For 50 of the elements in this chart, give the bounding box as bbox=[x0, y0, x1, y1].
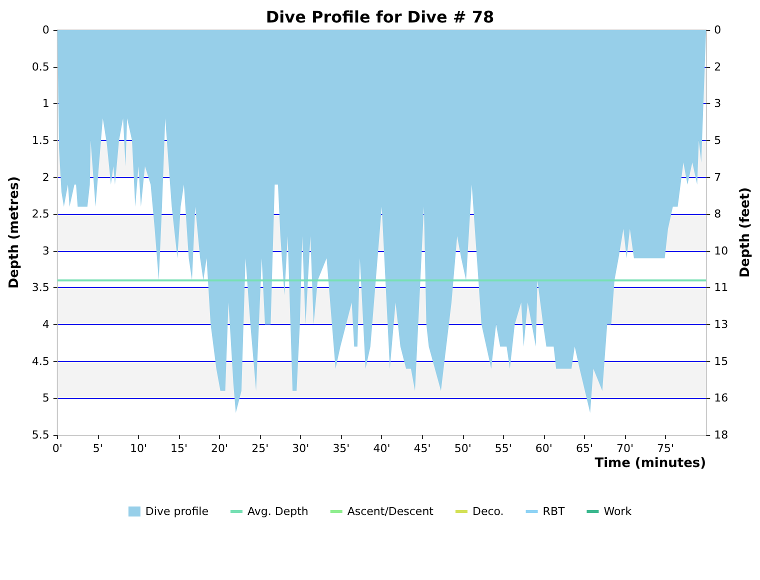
x-tick-label: 70' bbox=[616, 442, 634, 455]
x-tick-label: 30' bbox=[292, 442, 310, 455]
y-tick-label: 1 bbox=[42, 97, 50, 110]
y2-tick-label: 7 bbox=[714, 170, 722, 184]
legend-label: Deco. bbox=[472, 505, 504, 518]
y-tick-label: 1.5 bbox=[32, 134, 50, 147]
y2-tick-label: 13 bbox=[714, 318, 728, 332]
y2-tick-label: 11 bbox=[714, 281, 728, 294]
y2-tick-label: 0 bbox=[714, 24, 722, 36]
x-tick-label: 60' bbox=[535, 442, 552, 455]
y-tick-label: 3.5 bbox=[32, 281, 50, 294]
y-tick-label: 2 bbox=[42, 170, 50, 184]
y-tick-label: 0.5 bbox=[32, 60, 50, 74]
x-tick-label: 55' bbox=[494, 442, 512, 455]
y-tick-label: 4.5 bbox=[32, 354, 50, 368]
x-tick-label: 40' bbox=[373, 442, 390, 455]
y-tick-label: 3 bbox=[42, 244, 50, 258]
y2-tick-label: 3 bbox=[714, 97, 722, 110]
x-tick-label: 10' bbox=[130, 442, 147, 455]
y2-tick-label: 10 bbox=[714, 244, 728, 258]
x-tick-label: 35' bbox=[332, 442, 350, 455]
legend-label: Work bbox=[604, 505, 632, 518]
y-tick-label: 4 bbox=[42, 318, 50, 332]
y2-tick-label: 18 bbox=[714, 428, 728, 442]
x-tick-label: 45' bbox=[414, 442, 431, 455]
x-tick-label: 50' bbox=[454, 442, 472, 455]
x-tick-label: 5' bbox=[92, 442, 103, 455]
legend-label: Dive profile bbox=[145, 505, 209, 518]
x-tick-label: 25' bbox=[252, 442, 269, 455]
x-tick-label: 20' bbox=[211, 442, 228, 455]
y2-axis-title: Depth (feet) bbox=[738, 187, 753, 278]
y-tick-label: 5.5 bbox=[32, 428, 50, 442]
legend-label: Avg. Depth bbox=[247, 505, 308, 518]
y-tick-label: 2.5 bbox=[32, 208, 50, 221]
x-tick-label: 0' bbox=[52, 442, 62, 455]
y-tick-label: 5 bbox=[42, 392, 50, 405]
y-axis-title: Depth (metres) bbox=[7, 176, 22, 289]
y2-tick-label: 16 bbox=[714, 392, 728, 405]
x-tick-label: 15' bbox=[170, 442, 188, 455]
legend-label: Ascent/Descent bbox=[347, 505, 434, 518]
y2-tick-label: 2 bbox=[714, 60, 722, 74]
x-tick-label: 75' bbox=[657, 442, 674, 455]
legend-label: RBT bbox=[542, 505, 565, 518]
x-tick-label: 65' bbox=[576, 442, 593, 455]
y2-tick-label: 15 bbox=[714, 354, 728, 368]
chart-title: Dive Profile for Dive # 78 bbox=[266, 8, 494, 26]
y2-tick-label: 8 bbox=[714, 208, 722, 221]
y-tick-label: 0 bbox=[42, 24, 50, 36]
y2-tick-label: 5 bbox=[714, 134, 722, 147]
x-axis-title: Time (minutes) bbox=[594, 456, 706, 471]
